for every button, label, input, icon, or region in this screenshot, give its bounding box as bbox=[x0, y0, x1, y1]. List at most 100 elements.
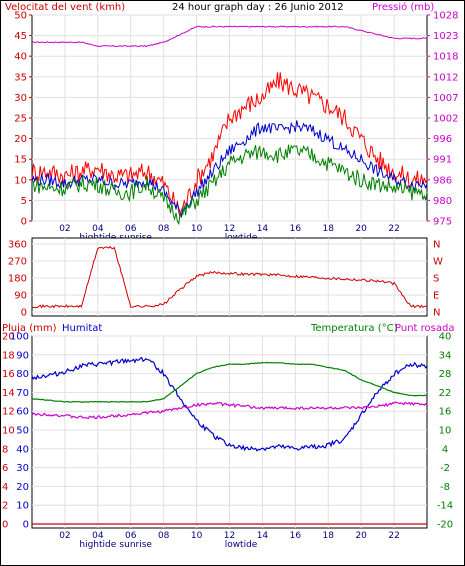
rain-tick-label: 20 bbox=[2, 332, 15, 343]
humidity-tick-label: 100 bbox=[10, 332, 29, 343]
hour-tick-label: 10 bbox=[191, 224, 203, 234]
hour-tick-label: 06 bbox=[125, 531, 137, 541]
wind-speed-tick-label: 15 bbox=[14, 155, 27, 166]
humidity-tick-label: 30 bbox=[16, 463, 29, 474]
humidity-tick-label: 40 bbox=[16, 444, 29, 455]
hour-tick-label: 14 bbox=[257, 531, 269, 541]
humidity-tick-label: 10 bbox=[16, 501, 29, 512]
pressure-tick-label: 1018 bbox=[433, 52, 458, 63]
temp-series-line-1 bbox=[31, 361, 427, 403]
wind-direction-series bbox=[32, 245, 428, 309]
humidity-tick-label: 0 bbox=[23, 520, 29, 531]
hour-tick-label: 20 bbox=[355, 224, 367, 234]
hour-tick-label: 06 bbox=[125, 224, 137, 234]
temperature-tick-label: 28 bbox=[439, 369, 452, 380]
hour-tick-label: 20 bbox=[355, 531, 367, 541]
temperature-tick-label: 16 bbox=[439, 407, 452, 418]
hour-tick-label: 04 bbox=[92, 224, 104, 234]
hour-tick-label: 02 bbox=[59, 531, 70, 541]
wind-speed-tick-label: 10 bbox=[14, 175, 27, 186]
rain-tick-label: 6 bbox=[2, 463, 8, 474]
humidity-tick-label: 80 bbox=[16, 369, 29, 380]
hightide-label: hightide bbox=[79, 540, 116, 550]
hour-tick-label: 12 bbox=[224, 224, 235, 234]
direction-degree-tick-label: 0 bbox=[21, 308, 27, 319]
rain-tick-label: 10 bbox=[2, 426, 15, 437]
temperature-tick-label: 22 bbox=[439, 388, 452, 399]
humidity-tick-label: 60 bbox=[16, 407, 29, 418]
wind-direction-line bbox=[32, 245, 428, 309]
wind-speed-tick-label: 20 bbox=[14, 134, 27, 145]
wind-speed-tick-label: 45 bbox=[14, 31, 27, 42]
temperature-tick-label: 34 bbox=[439, 350, 452, 361]
hour-tick-label: 16 bbox=[290, 531, 302, 541]
hour-tick-label: 10 bbox=[191, 531, 203, 541]
direction-compass-tick-label: N bbox=[433, 240, 440, 251]
humidity-axis-label: Humitat bbox=[62, 323, 102, 334]
temperature-tick-label: 40 bbox=[439, 332, 452, 343]
pressure-tick-label: 1007 bbox=[433, 93, 458, 104]
temp-series-line-2 bbox=[31, 401, 428, 420]
wind-speed-tick-label: 25 bbox=[14, 114, 27, 125]
hour-tick-label: 08 bbox=[158, 224, 170, 234]
direction-compass-tick-label: N bbox=[433, 308, 440, 319]
wind-speed-tick-label: 0 bbox=[21, 217, 27, 228]
hour-tick-label: 12 bbox=[224, 531, 235, 541]
pressure-axis-label: Pressió (mb) bbox=[372, 1, 434, 13]
direction-compass-tick-label: E bbox=[433, 291, 439, 302]
wind-speed-tick-label: 30 bbox=[14, 93, 27, 104]
wind-series-line-0 bbox=[31, 25, 428, 48]
wind-speed-tick-label: 35 bbox=[14, 72, 27, 83]
direction-degree-tick-label: 270 bbox=[8, 257, 27, 268]
hour-tick-label: 22 bbox=[388, 224, 399, 234]
direction-grid bbox=[32, 238, 427, 316]
hour-tick-label: 16 bbox=[290, 224, 302, 234]
sunrise-label: sunrise bbox=[119, 540, 152, 550]
hour-tick-label: 14 bbox=[257, 224, 269, 234]
pressure-tick-label: 991 bbox=[433, 155, 452, 166]
pressure-ticks: 975 980 986 991 996 1002 1007 1012 1018 1023 1028 bbox=[427, 11, 458, 228]
temp-humidity-series bbox=[31, 356, 428, 525]
wind-speed-tick-label: 5 bbox=[21, 196, 27, 207]
temperature-tick-label: 10 bbox=[439, 426, 452, 437]
temperature-tick-label: -8 bbox=[440, 482, 450, 493]
rain-tick-label: 18 bbox=[2, 350, 15, 361]
pressure-tick-label: 996 bbox=[433, 134, 452, 145]
humidity-tick-label: 70 bbox=[16, 388, 29, 399]
wind-grid bbox=[32, 14, 427, 222]
rain-tick-label: 14 bbox=[2, 388, 15, 399]
pressure-tick-label: 986 bbox=[433, 175, 452, 186]
humidity-tick-label: 90 bbox=[16, 350, 29, 361]
rain-tick-label: 4 bbox=[2, 482, 8, 493]
chart-title: 24 hour graph day : 26 Junio 2012 bbox=[172, 2, 344, 13]
wind-pressure-series bbox=[31, 25, 428, 226]
hour-tick-label: 08 bbox=[158, 531, 170, 541]
hour-tick-label: 22 bbox=[388, 531, 399, 541]
wind-speed-tick-label: 50 bbox=[14, 11, 27, 22]
humidity-tick-label: 50 bbox=[16, 426, 29, 437]
pressure-tick-label: 1012 bbox=[433, 72, 458, 83]
direction-degree-tick-label: 90 bbox=[14, 291, 27, 302]
temperature-tick-label: 4 bbox=[442, 444, 448, 455]
direction-compass-tick-label: S bbox=[433, 274, 439, 285]
rain-axis-label: Pluja (mm) bbox=[2, 323, 57, 334]
dew-point-axis-label: Punt rosada bbox=[395, 323, 454, 334]
temperature-axis-label: Temperatura (°C) bbox=[310, 323, 398, 334]
pressure-tick-label: 1028 bbox=[433, 11, 458, 22]
rain-tick-label: 8 bbox=[2, 444, 8, 455]
lowtide-label: lowtide bbox=[225, 540, 258, 550]
direction-compass-tick-label: W bbox=[433, 257, 443, 268]
wind-series-line-3 bbox=[31, 144, 428, 226]
humidity-tick-label: 20 bbox=[16, 482, 29, 493]
direction-degree-ticks: 0 90 180 270 360 bbox=[8, 240, 27, 319]
rain-tick-label: 16 bbox=[2, 369, 15, 380]
direction-degree-tick-label: 360 bbox=[8, 240, 27, 251]
hour-tick-label: 18 bbox=[323, 224, 335, 234]
hour-tick-label: 02 bbox=[59, 224, 70, 234]
wind-speed-tick-label: 40 bbox=[14, 52, 27, 63]
direction-degree-tick-label: 180 bbox=[8, 274, 27, 285]
